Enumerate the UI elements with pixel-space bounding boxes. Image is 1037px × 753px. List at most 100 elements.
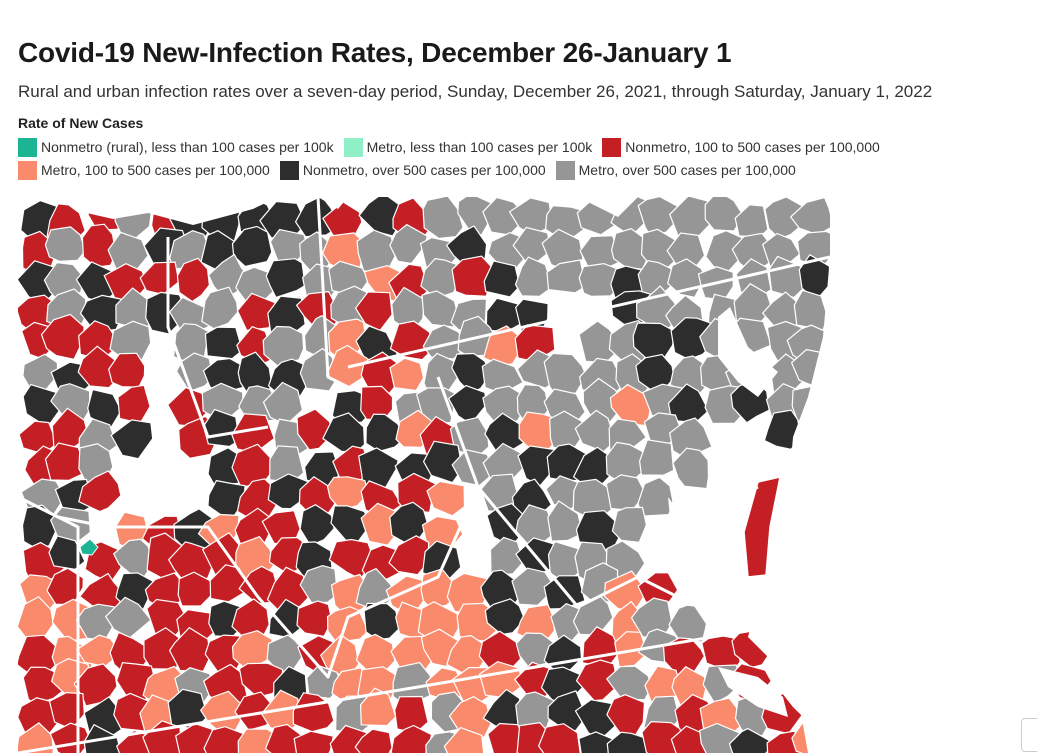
- county: [296, 600, 333, 638]
- legend-title: Rate of New Cases: [18, 115, 144, 131]
- water-body: [668, 497, 728, 627]
- legend-label: Metro, over 500 cases per 100,000: [578, 162, 796, 178]
- county: [763, 409, 802, 450]
- more-options-button[interactable]: ⋮: [1021, 718, 1037, 752]
- county: [326, 606, 369, 644]
- chart-header: Covid-19 New-Infection Rates, December 2…: [18, 36, 1028, 180]
- legend-label: Nonmetro (rural), less than 100 cases pe…: [41, 139, 334, 155]
- county: [299, 347, 339, 392]
- county: [578, 262, 620, 297]
- page-title: Covid-19 New-Infection Rates, December 2…: [18, 37, 732, 68]
- county: [201, 286, 239, 330]
- county: [489, 536, 525, 577]
- legend-label: Nonmetro, over 500 cases per 100,000: [302, 162, 546, 178]
- county: [354, 728, 393, 753]
- county: [359, 687, 397, 727]
- legend-item-metro-mid[interactable]: Metro, 100 to 500 cases per 100,000: [18, 161, 270, 180]
- county: [389, 357, 425, 392]
- county: [44, 226, 86, 262]
- county: [575, 659, 619, 702]
- state-border: [316, 197, 349, 389]
- county: [139, 261, 180, 296]
- county: [388, 535, 430, 576]
- county-nonmetro-low: [79, 538, 99, 556]
- water-body: [318, 197, 348, 209]
- county: [365, 413, 407, 453]
- county-map[interactable]: [18, 197, 830, 753]
- legend-item-metro-low[interactable]: Metro, less than 100 cases per 100k: [343, 138, 593, 157]
- county: [637, 476, 674, 517]
- legend-item-nonmetro-mid[interactable]: Nonmetro, 100 to 500 cases per 100,000: [602, 138, 880, 157]
- legend-swatch: [555, 161, 575, 180]
- county: [299, 504, 335, 547]
- county: [451, 449, 497, 487]
- county: [117, 384, 151, 424]
- county: [543, 352, 587, 394]
- county: [422, 197, 464, 240]
- state-border: [716, 426, 759, 499]
- county: [176, 257, 211, 303]
- state-border: [18, 376, 480, 679]
- state-border: [18, 615, 830, 753]
- county: [81, 223, 117, 268]
- county: [203, 726, 249, 753]
- county: [511, 567, 557, 607]
- county: [299, 564, 339, 604]
- water-body: [748, 197, 830, 753]
- legend-item-nonmetro-high[interactable]: Nonmetro, over 500 cases per 100,000: [279, 161, 546, 180]
- water-body: [718, 307, 778, 397]
- legend-item-nonmetro-low[interactable]: Nonmetro (rural), less than 100 cases pe…: [18, 138, 334, 157]
- county: [793, 289, 829, 331]
- county: [704, 197, 745, 232]
- county: [265, 258, 306, 299]
- county: [638, 439, 675, 476]
- county: [483, 260, 521, 298]
- county: [177, 571, 218, 607]
- county: [44, 442, 88, 481]
- water-body: [578, 197, 638, 217]
- county: [110, 419, 154, 460]
- county: [484, 598, 526, 636]
- county: [743, 476, 781, 578]
- legend: Nonmetro (rural), less than 100 cases pe…: [18, 138, 1018, 180]
- county: [728, 727, 772, 753]
- water-body: [18, 197, 278, 225]
- county: [79, 294, 124, 334]
- county: [40, 313, 85, 360]
- counties-layer: [18, 197, 830, 753]
- county: [108, 352, 146, 388]
- county: [107, 231, 149, 271]
- county: [231, 225, 273, 268]
- county: [764, 197, 803, 240]
- county: [78, 470, 122, 513]
- state-border: [18, 495, 80, 753]
- state-border: [476, 486, 719, 619]
- county: [204, 326, 244, 360]
- county: [611, 506, 648, 544]
- county: [77, 345, 121, 389]
- legend-swatch: [18, 161, 37, 180]
- legend-swatch: [279, 161, 299, 180]
- county: [537, 723, 581, 753]
- county: [426, 480, 466, 517]
- legend-item-metro-high[interactable]: Metro, over 500 cases per 100,000: [555, 161, 796, 180]
- legend-label: Metro, less than 100 cases per 100k: [366, 139, 593, 155]
- county: [397, 472, 439, 513]
- state-border: [166, 237, 269, 439]
- state-border: [347, 255, 830, 369]
- county-map-svg[interactable]: [18, 197, 830, 753]
- county: [238, 662, 284, 698]
- county: [422, 440, 463, 484]
- page-subtitle: Rural and urban infection rates over a s…: [18, 82, 933, 101]
- county: [267, 473, 309, 510]
- legend-label: Metro, 100 to 500 cases per 100,000: [41, 162, 270, 178]
- county: [420, 257, 459, 299]
- county: [358, 197, 403, 237]
- county: [547, 500, 584, 542]
- county: [606, 731, 651, 753]
- county: [390, 724, 433, 753]
- county: [546, 259, 587, 294]
- legend-label: Nonmetro, 100 to 500 cases per 100,000: [625, 139, 880, 155]
- county: [672, 447, 710, 490]
- legend-swatch: [18, 138, 37, 157]
